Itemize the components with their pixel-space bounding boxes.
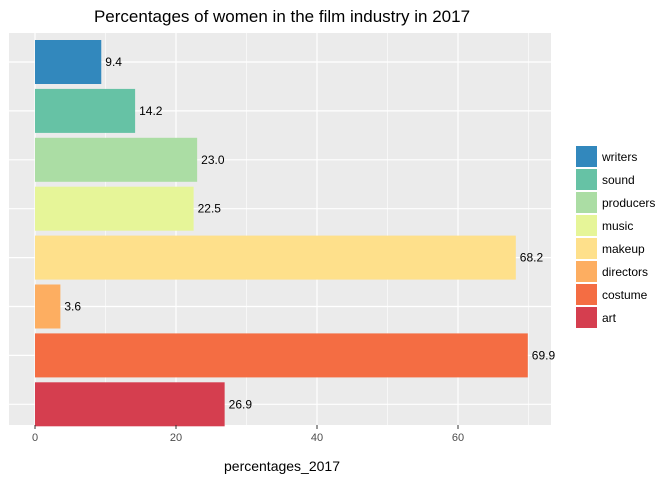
legend: writers sound producers music makeup director… xyxy=(576,146,655,328)
legend-swatch-directors xyxy=(576,261,597,282)
data-label-music: 22.5 xyxy=(198,202,222,216)
x-axis-title: percentages_2017 xyxy=(224,458,340,474)
legend-label-sound: sound xyxy=(602,173,635,187)
legend-label-art: art xyxy=(602,311,617,325)
bar-sound xyxy=(35,88,136,133)
legend-swatch-sound xyxy=(576,169,597,190)
legend-label-makeup: makeup xyxy=(602,242,645,256)
legend-swatch-costume xyxy=(576,284,597,305)
legend-label-directors: directors xyxy=(602,265,648,279)
legend-swatch-producers xyxy=(576,192,597,213)
chart-title: Percentages of women in the film industr… xyxy=(94,7,470,26)
x-tick-label: 0 xyxy=(32,432,38,444)
legend-swatch-writers xyxy=(576,146,597,167)
bar-directors xyxy=(35,284,61,329)
bar-makeup xyxy=(35,235,516,280)
bars: 9.4 14.2 23.0 22.5 68.2 3.6 69.9 26.9 xyxy=(35,40,556,427)
legend-label-music: music xyxy=(602,219,633,233)
legend-swatch-art xyxy=(576,307,597,328)
x-tick-label: 60 xyxy=(452,432,464,444)
x-tick-label: 40 xyxy=(311,432,323,444)
data-label-art: 26.9 xyxy=(229,397,253,411)
legend-swatch-music xyxy=(576,215,597,236)
data-label-writers: 9.4 xyxy=(105,55,122,69)
data-label-sound: 14.2 xyxy=(139,104,163,118)
data-label-makeup: 68.2 xyxy=(520,251,544,265)
data-label-producers: 23.0 xyxy=(201,153,225,167)
bar-producers xyxy=(35,137,198,182)
bar-writers xyxy=(35,40,102,84)
bar-music xyxy=(35,186,194,231)
bar-costume xyxy=(35,333,528,378)
x-tick-label: 20 xyxy=(170,432,182,444)
legend-label-producers: producers xyxy=(602,196,655,210)
legend-label-costume: costume xyxy=(602,288,648,302)
data-label-costume: 69.9 xyxy=(532,348,556,362)
legend-label-writers: writers xyxy=(601,150,637,164)
data-label-directors: 3.6 xyxy=(64,300,81,314)
bar-art xyxy=(35,382,225,427)
x-axis: 0 20 40 60 xyxy=(32,425,464,444)
legend-swatch-makeup xyxy=(576,238,597,259)
